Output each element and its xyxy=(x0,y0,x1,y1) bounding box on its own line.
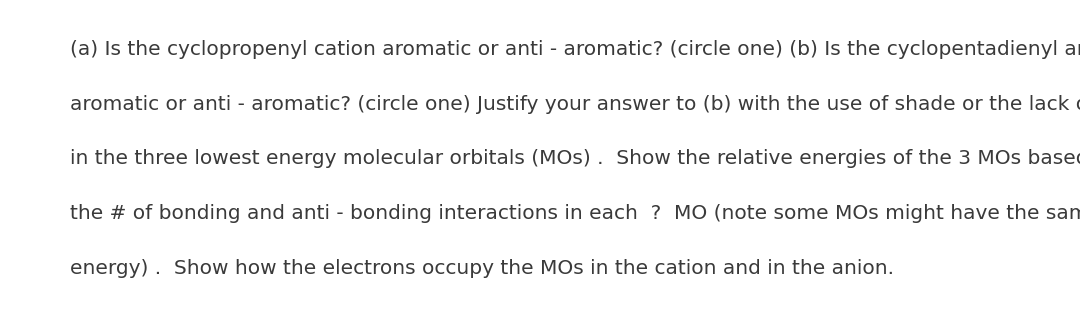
Text: (a) Is the cyclopropenyl cation aromatic or anti - aromatic? (circle one) (b) Is: (a) Is the cyclopropenyl cation aromatic… xyxy=(70,40,1080,59)
Text: aromatic or anti - aromatic? (circle one) Justify your answer to (b) with the us: aromatic or anti - aromatic? (circle one… xyxy=(70,95,1080,114)
Text: energy) .  Show how the electrons occupy the MOs in the cation and in the anion.: energy) . Show how the electrons occupy … xyxy=(70,259,894,278)
Text: in the three lowest energy molecular orbitals (MOs) .  Show the relative energie: in the three lowest energy molecular orb… xyxy=(70,149,1080,168)
Text: the # of bonding and anti - bonding interactions in each  ?  MO (note some MOs m: the # of bonding and anti - bonding inte… xyxy=(70,204,1080,223)
